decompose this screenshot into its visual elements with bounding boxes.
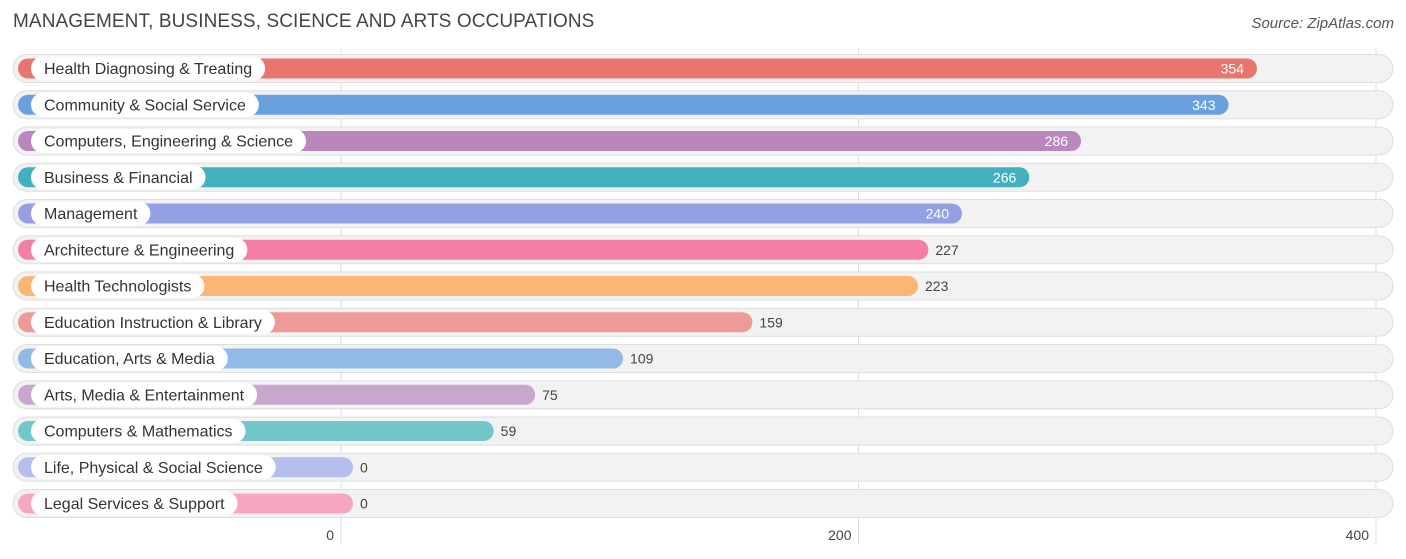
- bar-track: [12, 452, 1394, 482]
- x-axis: 0 200 400: [326, 527, 1369, 543]
- bar-label-pill: [31, 455, 276, 480]
- bar-label-pill: [31, 56, 266, 81]
- bar-label-pill: [31, 419, 246, 443]
- bar-row: Architecture & Engineering 227: [12, 235, 1394, 265]
- bar-label: Arts, Media & Entertainment: [44, 387, 245, 404]
- bar-row: Management 240: [12, 199, 1394, 228]
- x-tick-label: 200: [828, 527, 852, 543]
- value-label: 223: [925, 278, 949, 294]
- bar-label: Community & Social Service: [44, 97, 246, 114]
- bar-row: Computers & Mathematics 59: [12, 416, 1394, 446]
- bar-label: Health Technologists: [44, 279, 191, 296]
- bar-label-pill: [31, 129, 307, 153]
- value-label: 286: [1045, 133, 1069, 149]
- bar-label-pill: [31, 274, 205, 298]
- bar-label-pill: [31, 310, 275, 335]
- bar-label-pill: [31, 346, 228, 371]
- bar-label: Education, Arts & Media: [44, 351, 215, 368]
- source-note: Source: ZipAtlas.com: [1251, 15, 1394, 32]
- value-label: 0: [360, 459, 368, 475]
- value-label: 159: [759, 314, 783, 330]
- value-label: 227: [935, 242, 959, 258]
- value-label: 266: [993, 169, 1017, 185]
- bar: [18, 276, 919, 296]
- bar-row: Education Instruction & Library 159: [12, 307, 1394, 337]
- bar-label: Management: [44, 206, 138, 223]
- bar-label-pill: [31, 382, 258, 407]
- bar-row: Business & Financial 266: [12, 162, 1394, 192]
- x-tick-label: 400: [1346, 527, 1370, 543]
- bar: [18, 203, 962, 224]
- bar-row: Legal Services & Support 0: [12, 489, 1394, 518]
- chart-title: MANAGEMENT, BUSINESS, SCIENCE AND ARTS O…: [13, 11, 595, 32]
- bar: [18, 94, 1229, 115]
- bar-row: Computers, Engineering & Science 286: [12, 126, 1394, 156]
- bar-label: Education Instruction & Library: [44, 315, 262, 332]
- bar-label: Computers & Mathematics: [44, 424, 233, 441]
- bar-label: Life, Physical & Social Science: [44, 460, 263, 477]
- bar: [18, 167, 1030, 188]
- value-label: 75: [542, 387, 558, 403]
- bar-label: Computers, Engineering & Science: [44, 134, 293, 151]
- bar-label-pill: [31, 165, 206, 190]
- value-label: 109: [630, 351, 654, 367]
- bar: [18, 58, 1257, 79]
- bar-track: [12, 489, 1394, 518]
- value-label: 0: [360, 496, 368, 512]
- x-tick-label: 0: [326, 527, 334, 543]
- bar-label-pill: [31, 491, 238, 516]
- value-label: 59: [501, 423, 517, 439]
- bar-label-pill: [31, 237, 248, 262]
- bar-label-pill: [31, 92, 259, 117]
- bar-label: Architecture & Engineering: [44, 242, 234, 259]
- bar-label: Health Diagnosing & Treating: [44, 61, 252, 78]
- bar-label: Legal Services & Support: [44, 496, 225, 513]
- bar-row: Education, Arts & Media 109: [12, 344, 1394, 373]
- bar-row: Life, Physical & Social Science 0: [12, 452, 1394, 482]
- bar-label-pill: [31, 201, 151, 226]
- bar-row: Arts, Media & Entertainment 75: [12, 380, 1394, 410]
- bar-row: Community & Social Service 343: [12, 90, 1394, 120]
- bar-row: Health Technologists 223: [12, 271, 1394, 301]
- bar-row: Health Diagnosing & Treating 354: [12, 54, 1394, 83]
- bar-label: Business & Financial: [44, 170, 193, 187]
- value-label: 240: [926, 206, 950, 222]
- value-label: 354: [1221, 61, 1245, 77]
- value-label: 343: [1192, 97, 1216, 113]
